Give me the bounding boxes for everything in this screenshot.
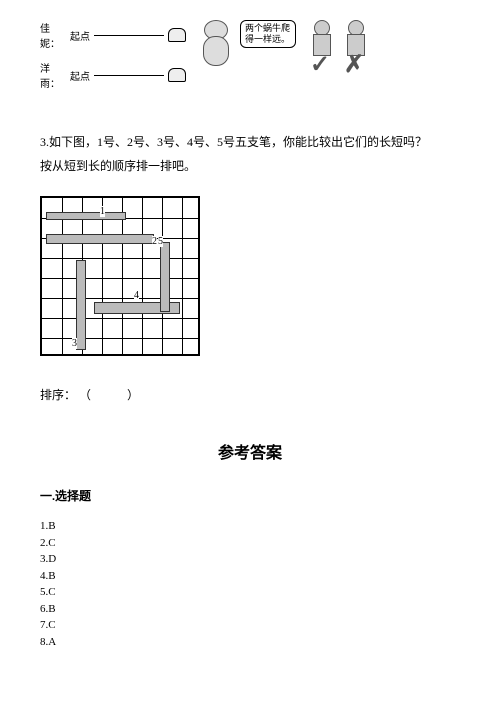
answer-item: 3.D [40, 551, 460, 568]
answer-list: 1.B2.C3.D4.B5.C6.B7.C8.A [40, 518, 460, 650]
answer-item: 6.B [40, 601, 460, 618]
snail-name-0: 佳妮： [40, 20, 66, 50]
q3-prefix: 3.如下图， [40, 135, 97, 149]
pen-grid: 1 2 3 4 5 [40, 196, 200, 356]
pen-3 [76, 260, 86, 350]
answer-item: 1.B [40, 518, 460, 535]
pen-label-5: 5 [158, 236, 163, 247]
answer-item: 5.C [40, 584, 460, 601]
cross-icon: ✗ [344, 50, 364, 79]
pen-label-3: 3 [72, 338, 77, 349]
speech-line2: 得一样远。 [245, 34, 291, 45]
speech-line1: 两个蜗牛爬 [245, 23, 291, 34]
grid-h [42, 338, 198, 339]
pen-2 [46, 234, 154, 244]
pen-5 [160, 242, 170, 312]
grid-v [102, 198, 103, 354]
answer-item: 7.C [40, 617, 460, 634]
grid-h [42, 258, 198, 259]
sort-label: 排序： [40, 388, 76, 402]
snail-tracks: 佳妮： 起点 洋雨： 起点 [40, 20, 186, 90]
answer-item: 4.B [40, 568, 460, 585]
sort-close: ） [127, 388, 139, 402]
snail-start-1: 起点 [70, 68, 90, 83]
q3-items: 1号、2号、3号、4号、5号五支笔， [97, 135, 283, 149]
pen-label-1: 1 [100, 206, 105, 217]
sort-open: （ [79, 388, 91, 402]
answer-key-title: 参考答案 [40, 439, 460, 463]
grid-v [62, 198, 63, 354]
bear-block: 两个蜗牛爬 得一样远。 [198, 20, 296, 70]
snail-row-0: 佳妮： 起点 [40, 20, 186, 50]
answer-item: 8.A [40, 634, 460, 651]
bear-icon [198, 20, 236, 70]
snail-start-0: 起点 [70, 28, 90, 43]
snail-icon-1 [168, 68, 186, 82]
speech-bubble: 两个蜗牛爬 得一样远。 [240, 20, 296, 48]
snail-row-1: 洋雨： 起点 [40, 60, 186, 90]
q3-line2: 按从短到长的顺序排一排吧。 [40, 159, 196, 173]
top-illustration-row: 佳妮： 起点 洋雨： 起点 两个蜗牛爬 得一样远。 ✓ [40, 20, 460, 90]
answer-item: 2.C [40, 535, 460, 552]
pen-1 [46, 212, 126, 220]
q3-tail: 你能比较出它们的长短吗？ [283, 135, 427, 149]
check-icon: ✓ [310, 50, 330, 79]
snail-icon-0 [168, 28, 186, 42]
pen-label-4: 4 [134, 290, 139, 301]
question-3: 3.如下图，1号、2号、3号、4号、5号五支笔，你能比较出它们的长短吗？ 按从短… [40, 130, 460, 178]
answer-section-head: 一.选择题 [40, 487, 460, 504]
sort-answer-line: 排序： （ ） [40, 386, 460, 403]
kids-block: ✓ ✗ [308, 20, 370, 70]
grid-v [142, 198, 143, 354]
grid-h [42, 298, 198, 299]
snail-name-1: 洋雨： [40, 60, 66, 90]
grid-v [182, 198, 183, 354]
track-line-0 [94, 35, 164, 36]
track-line-1 [94, 75, 164, 76]
kid-check: ✓ [308, 20, 336, 70]
grid-v [122, 198, 123, 354]
grid-h [42, 318, 198, 319]
pen-label-2: 2 [152, 236, 157, 247]
grid-h [42, 278, 198, 279]
kid-cross: ✗ [342, 20, 370, 70]
